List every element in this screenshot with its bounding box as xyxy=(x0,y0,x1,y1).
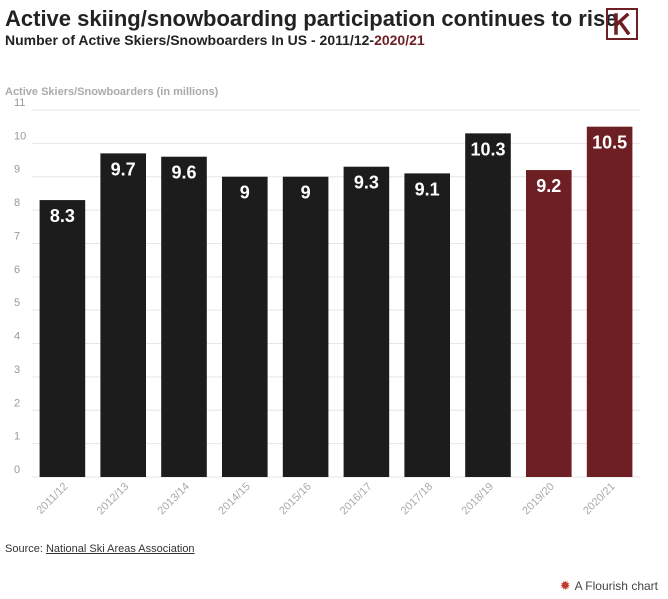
bar-value-label: 9 xyxy=(301,183,311,203)
bar xyxy=(404,173,450,477)
chart-subtitle: Number of Active Skiers/Snowboarders In … xyxy=(5,32,425,48)
y-tick-label: 1 xyxy=(14,431,20,443)
bar xyxy=(39,200,86,477)
x-tick-label: 2018/19 xyxy=(460,481,497,518)
chart-title: Active skiing/snowboarding participation… xyxy=(5,6,618,31)
bar xyxy=(100,153,146,477)
source-note: Source: National Ski Areas Association xyxy=(5,543,195,555)
bar-value-label: 9.7 xyxy=(111,159,136,179)
y-tick-label: 7 xyxy=(14,230,20,242)
bar xyxy=(282,176,329,477)
flourish-credit-label: A Flourish chart xyxy=(574,579,658,593)
x-tick-label: 2012/13 xyxy=(95,481,132,518)
flourish-credit[interactable]: ✹ A Flourish chart xyxy=(560,578,658,594)
bar-value-label: 9.1 xyxy=(415,179,440,199)
bar xyxy=(526,170,572,477)
k-logo-icon[interactable] xyxy=(606,8,638,40)
bar-value-label: 10.3 xyxy=(470,139,505,159)
bar-value-label: 9.6 xyxy=(171,163,196,183)
bar-value-label: 8.3 xyxy=(50,206,75,226)
x-tick-label: 2013/14 xyxy=(156,481,193,518)
bar xyxy=(222,176,268,477)
subtitle-text: Number of Active Skiers/Snowboarders In … xyxy=(5,32,375,48)
bar xyxy=(465,133,511,477)
x-tick-label: 2014/15 xyxy=(216,481,253,518)
bar xyxy=(161,156,207,477)
bar-value-label: 10.5 xyxy=(592,133,627,153)
source-label: Source: xyxy=(5,543,46,555)
source-link[interactable]: National Ski Areas Association xyxy=(45,543,195,555)
y-tick-label: 8 xyxy=(14,197,20,209)
x-tick-label: 2016/17 xyxy=(338,481,375,518)
flourish-star-icon: ✹ xyxy=(559,578,571,593)
x-tick-label: 2011/12 xyxy=(34,481,70,517)
y-tick-label: 10 xyxy=(14,130,26,142)
bar-value-label: 9.3 xyxy=(354,173,379,193)
y-tick-label: 9 xyxy=(14,164,20,176)
y-tick-label: 5 xyxy=(14,297,20,309)
x-tick-label: 2020/21 xyxy=(581,481,618,518)
subtitle-highlight: 2020/21 xyxy=(374,32,425,48)
x-tick-label: 2019/20 xyxy=(520,481,557,518)
y-tick-label: 4 xyxy=(14,331,20,343)
bar-value-label: 9 xyxy=(240,183,250,203)
bar xyxy=(343,166,390,477)
x-tick-label: 2017/18 xyxy=(399,481,436,518)
bar xyxy=(586,126,633,477)
y-tick-label: 0 xyxy=(14,464,20,476)
y-tick-label: 6 xyxy=(14,264,20,276)
x-tick-label: 2015/16 xyxy=(277,481,314,518)
y-axis-label: Active Skiers/Snowboarders (in millions) xyxy=(5,86,219,98)
bar-chart: Active Skiers/Snowboarders (in millions)… xyxy=(5,86,640,518)
y-tick-label: 2 xyxy=(14,397,20,409)
y-tick-label: 11 xyxy=(14,97,25,109)
bar-value-label: 9.2 xyxy=(536,176,561,196)
y-tick-label: 3 xyxy=(14,364,20,376)
